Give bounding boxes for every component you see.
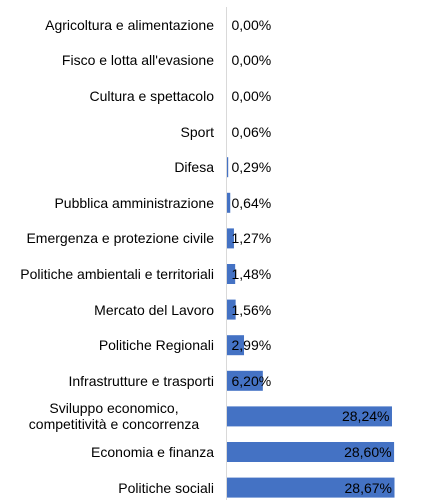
bar: [226, 442, 395, 462]
value-label: 1,56%: [231, 301, 272, 318]
value-label: 28,67%: [344, 479, 392, 496]
category-text: Difesa: [174, 159, 214, 176]
value-label: 28,24%: [341, 408, 390, 425]
category-label: Fisco e lotta all'evasione: [0, 42, 214, 78]
category-label: Cultura e spettacolo: [0, 78, 214, 114]
category-label: Pubblica amministrazione: [0, 185, 214, 221]
category-text: Politiche Regionali: [98, 337, 214, 354]
bar: [226, 299, 236, 320]
category-text: Fisco e lotta all'evasione: [61, 52, 214, 69]
bar: [226, 335, 245, 356]
category-label: Agricoltura e alimentazione: [0, 7, 214, 43]
value-label: 1,27%: [231, 230, 272, 247]
category-label: Politiche ambientali e territoriali: [0, 256, 214, 292]
value-label: 2,99%: [231, 337, 272, 354]
bar: [226, 228, 234, 249]
category-text: Emergenza e protezione civile: [26, 230, 214, 247]
value-label: 0,29%: [231, 159, 272, 176]
bar: [226, 370, 263, 391]
value-label: 28,60%: [344, 444, 392, 460]
value-label: 0,64%: [231, 194, 272, 211]
value-label: 0,00%: [231, 88, 272, 104]
category-label: Difesa: [0, 149, 214, 185]
category-text: Politiche sociali: [118, 479, 214, 496]
category-text: Politiche ambientali e territoriali: [20, 266, 214, 282]
value-label: 0,06%: [231, 123, 272, 140]
category-label: Emergenza e protezione civile: [0, 220, 214, 256]
category-label: Infrastrutture e trasporti: [0, 363, 214, 399]
category-text: Agricoltura e alimentazione: [45, 16, 214, 33]
category-text: Cultura e spettacolo: [89, 88, 214, 104]
category-text: Mercato del Lavoro: [94, 301, 214, 318]
category-text: Pubblica amministrazione: [54, 194, 214, 211]
value-label: 1,48%: [231, 266, 272, 282]
category-text: Economia e finanza: [91, 444, 214, 460]
category-label: Sviluppo economico, competitività e conc…: [0, 398, 214, 434]
bar: [226, 264, 236, 284]
value-label: 6,20%: [231, 372, 272, 389]
bar: [226, 406, 392, 427]
category-text: Sviluppo economico, competitività e conc…: [28, 400, 200, 433]
category-label: Economia e finanza: [0, 434, 214, 470]
category-text: Sport: [180, 123, 214, 140]
category-label: Mercato del Lavoro: [0, 292, 214, 328]
bar: [226, 477, 395, 498]
bar: [226, 157, 229, 178]
value-label: 0,00%: [231, 16, 272, 33]
category-label: Politiche Regionali: [0, 327, 214, 363]
bar: [226, 192, 231, 213]
category-label: Politiche sociali: [0, 470, 214, 500]
value-label: 0,00%: [231, 52, 272, 69]
category-label: Sport: [0, 114, 214, 150]
category-text: Infrastrutture e trasporti: [68, 372, 214, 389]
